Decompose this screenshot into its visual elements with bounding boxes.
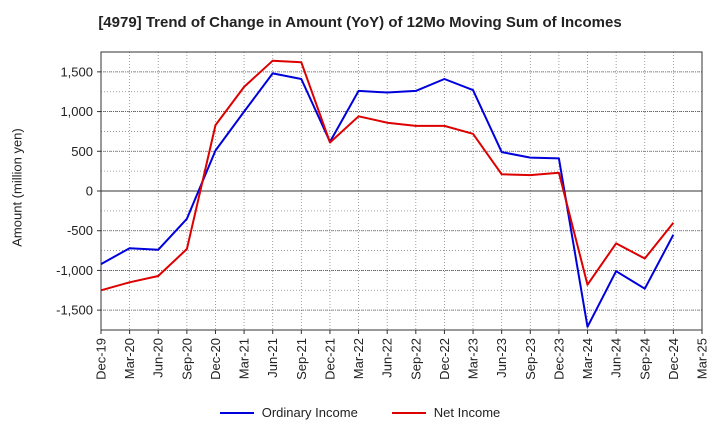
x-tick-label: Mar-21 [237,338,252,379]
legend-swatch-ordinary-income [219,411,254,414]
legend-item-net-income: Net Income [391,405,501,420]
x-tick-label: Sep-20 [179,338,194,380]
x-tick-label: Dec-23 [551,338,566,380]
axis-layer [97,51,703,334]
x-tick-label: Dec-20 [208,338,223,380]
x-tick-label: Dec-24 [666,338,681,380]
y-tick-label: 0 [86,184,93,199]
legend-item-ordinary-income: Ordinary Income [219,405,358,420]
chart-title: [4979] Trend of Change in Amount (YoY) o… [98,14,622,31]
tick-label-layer: -1,500 -1,000 -500 0 500 1,000 1,500 Dec-19 Mar-… [56,64,709,380]
x-tick-label: Mar-23 [466,338,481,379]
x-tick-label: Mar-20 [122,338,137,379]
x-tick-label: Jun-24 [609,338,624,378]
series-line-net-income [100,59,675,292]
legend: Ordinary Income Net Income [0,405,720,420]
x-tick-label: Jun-23 [494,338,509,378]
x-tick-label: Jun-20 [151,338,166,378]
y-tick-label: -1,500 [56,303,93,318]
x-tick-label: Mar-22 [351,338,366,379]
legend-label-net-income: Net Income [433,405,501,420]
y-tick-label: -500 [67,223,93,238]
y-tick-label: 500 [71,144,93,159]
y-tick-label: 1,500 [60,64,93,79]
x-tick-label: Sep-23 [523,338,538,380]
x-tick-label: Dec-22 [437,338,452,380]
y-tick-label: 1,000 [60,104,93,119]
series-layer [100,59,675,328]
y-tick-label: -1,000 [56,263,93,278]
x-tick-label: Jun-21 [265,338,280,378]
x-tick-label: Sep-22 [408,338,423,380]
series-line-ordinary-income [100,72,675,328]
legend-label-ordinary-income: Ordinary Income [261,405,358,420]
x-tick-label: Sep-24 [637,338,652,380]
x-tick-label: Mar-24 [580,338,595,379]
legend-swatch-net-income [391,411,426,414]
x-tick-label: Dec-21 [322,338,337,380]
x-tick-label: Dec-19 [94,338,109,380]
x-tick-label: Sep-21 [294,338,309,380]
grid-layer [100,51,703,331]
x-tick-label: Mar-25 [695,338,710,379]
x-tick-label: Jun-22 [380,338,395,378]
